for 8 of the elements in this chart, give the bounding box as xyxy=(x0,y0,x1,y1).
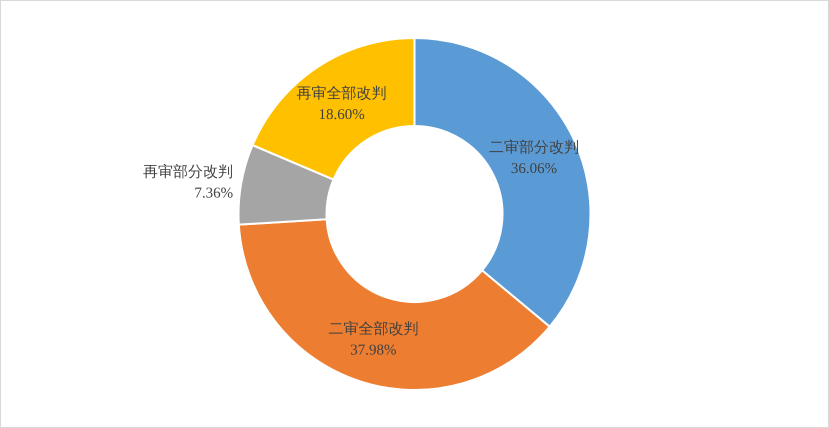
slice-label: 二审部分改判 xyxy=(489,138,580,156)
slice-label: 再审全部改判 xyxy=(296,84,387,102)
data-label: 36.06% xyxy=(510,160,558,177)
slice-label: 再审部分改判 xyxy=(143,164,234,181)
data-label: 7.36% xyxy=(194,186,234,202)
slice-label: 二审全部改判 xyxy=(328,320,418,338)
data-label: 18.60% xyxy=(318,106,365,123)
data-label: 37.98% xyxy=(350,342,396,358)
